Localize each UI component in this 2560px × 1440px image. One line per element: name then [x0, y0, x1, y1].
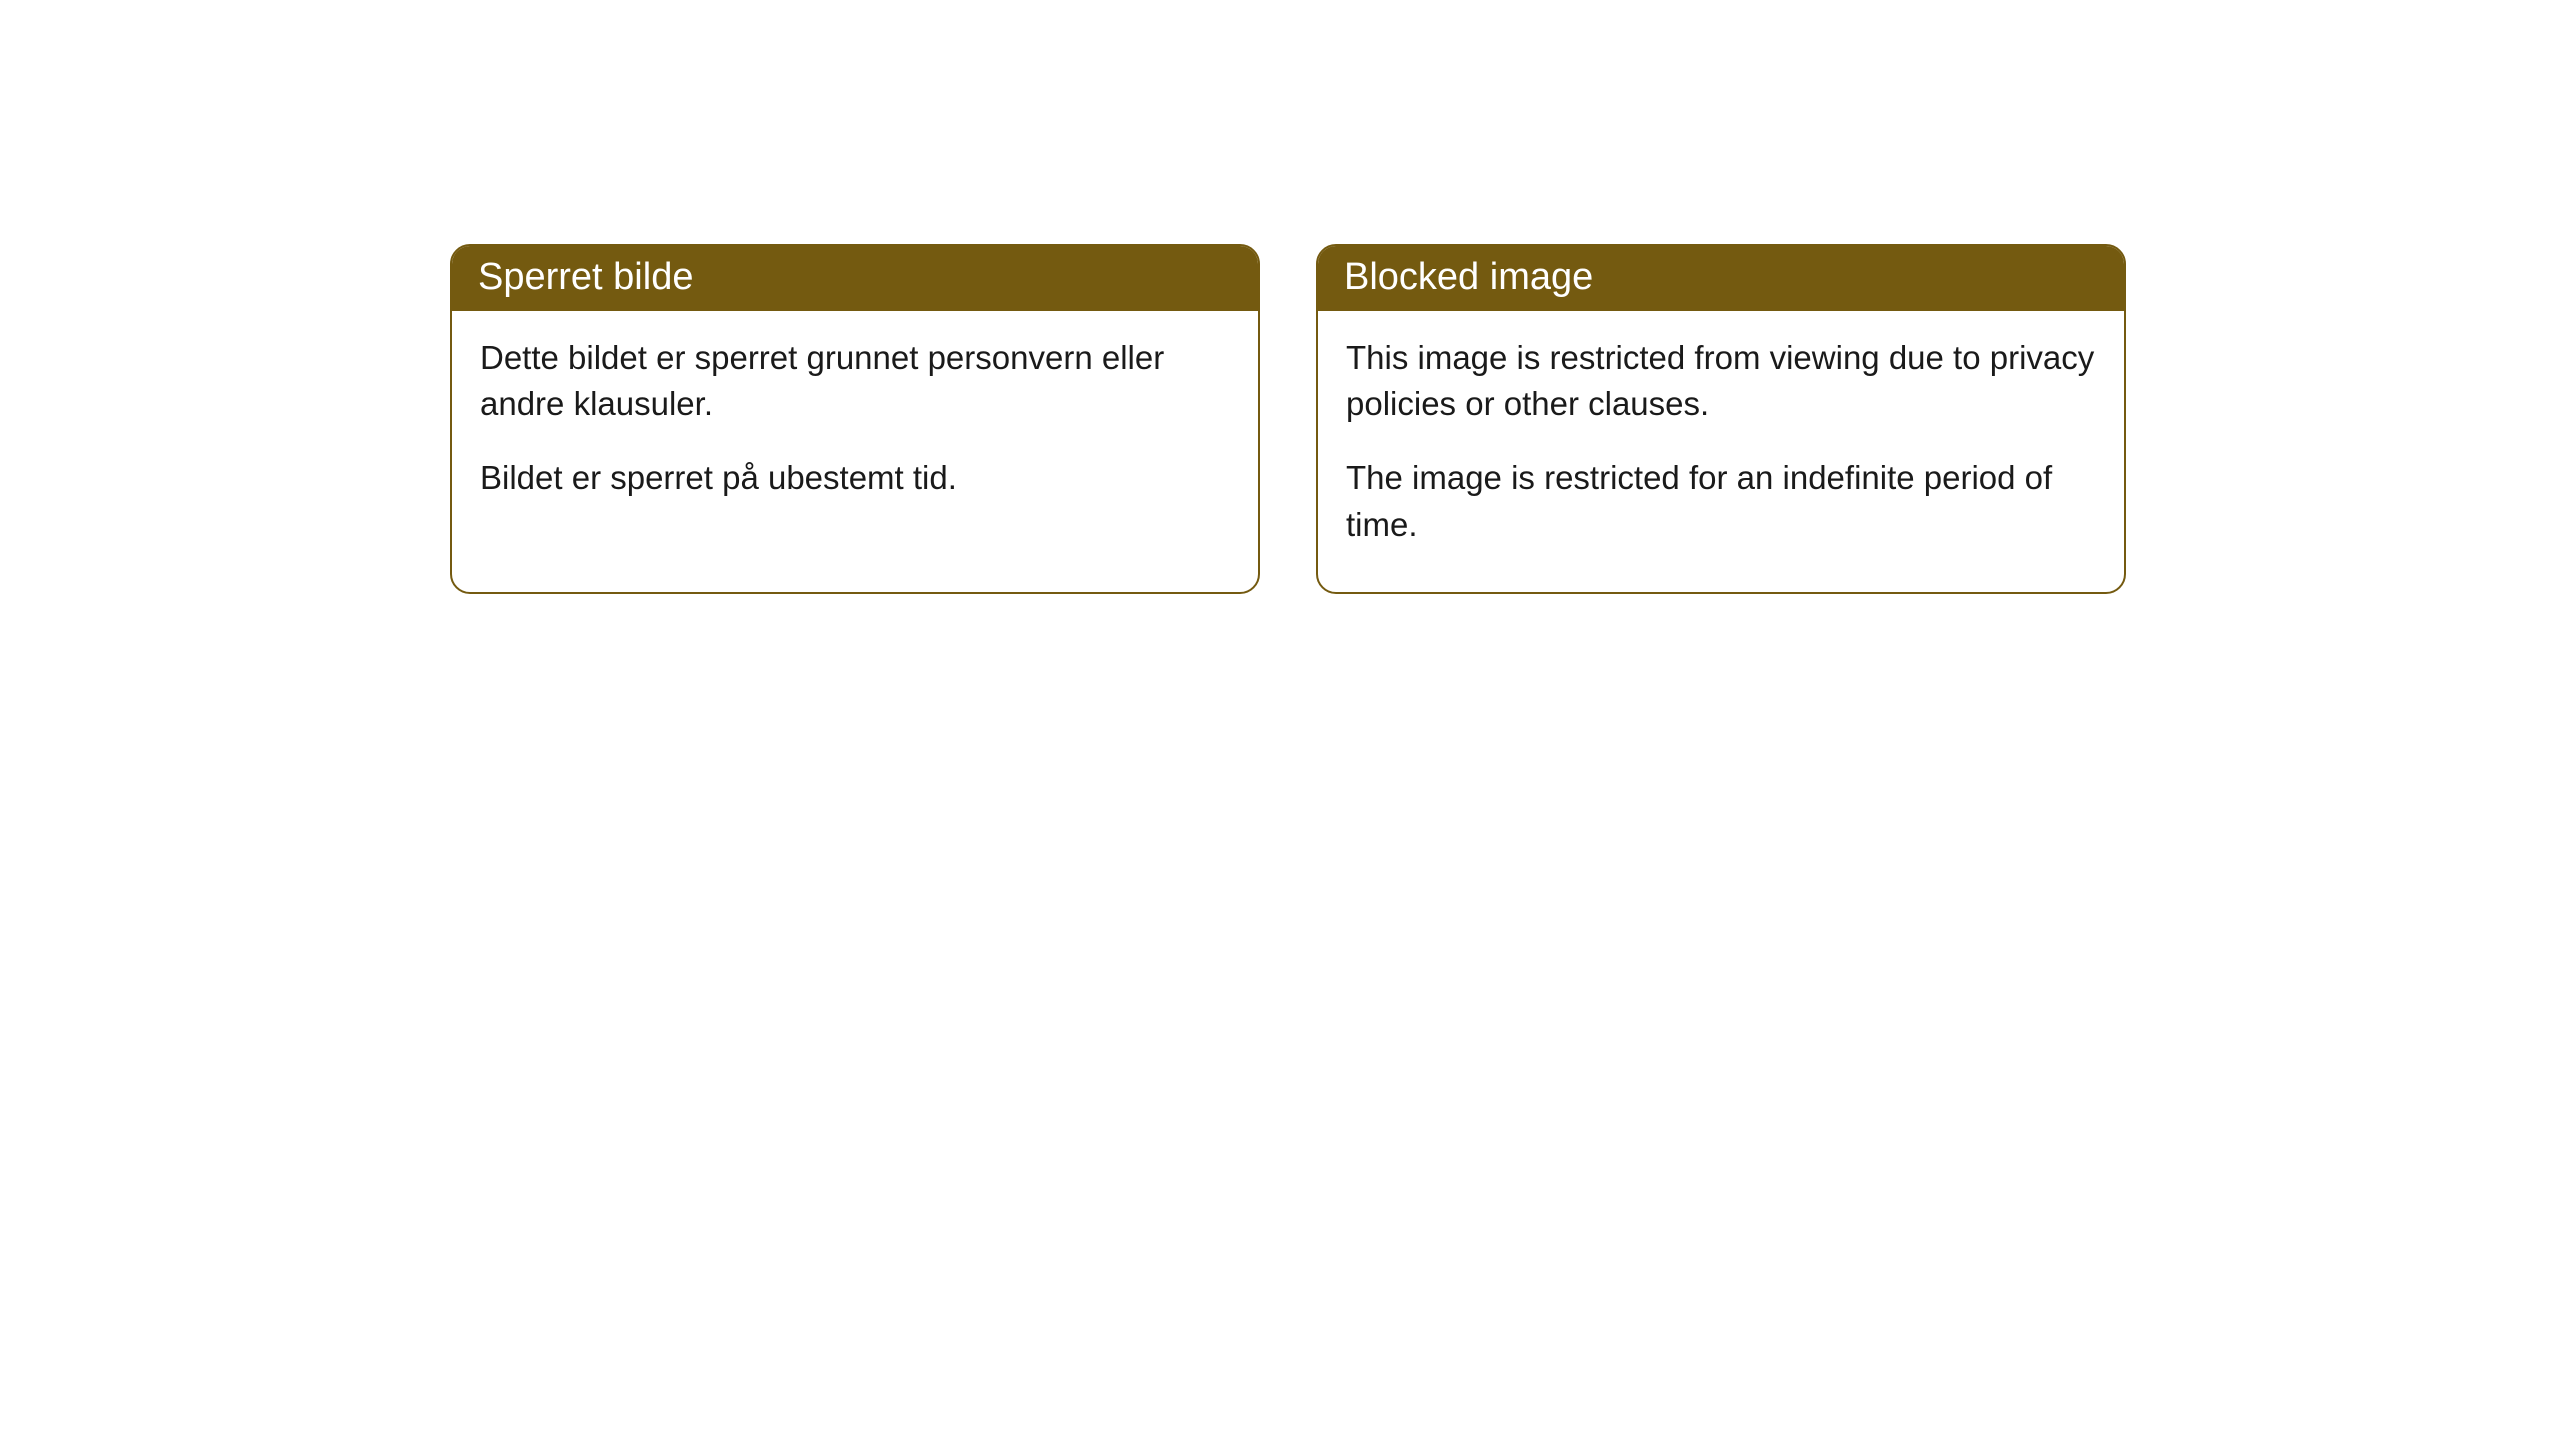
card-body: This image is restricted from viewing du…	[1318, 311, 2124, 592]
card-body: Dette bildet er sperret grunnet personve…	[452, 311, 1258, 546]
card-paragraph: This image is restricted from viewing du…	[1346, 335, 2096, 427]
card-header: Sperret bilde	[452, 246, 1258, 311]
card-paragraph: Dette bildet er sperret grunnet personve…	[480, 335, 1230, 427]
card-title: Blocked image	[1344, 256, 1593, 298]
card-header: Blocked image	[1318, 246, 2124, 311]
card-paragraph: Bildet er sperret på ubestemt tid.	[480, 455, 1230, 501]
notice-container: Sperret bilde Dette bildet er sperret gr…	[0, 0, 2560, 594]
card-paragraph: The image is restricted for an indefinit…	[1346, 455, 2096, 547]
notice-card-norwegian: Sperret bilde Dette bildet er sperret gr…	[450, 244, 1260, 594]
notice-card-english: Blocked image This image is restricted f…	[1316, 244, 2126, 594]
card-title: Sperret bilde	[478, 256, 693, 298]
